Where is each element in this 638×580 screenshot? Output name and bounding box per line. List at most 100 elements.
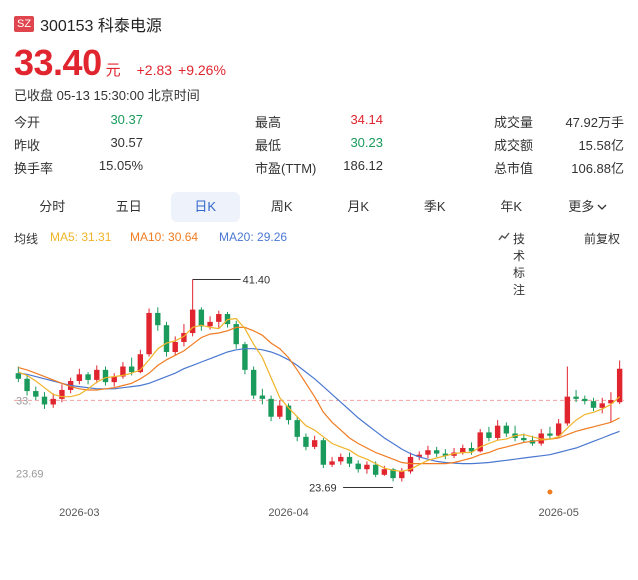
candle-body: [477, 432, 483, 452]
stat-label: 换手率: [14, 161, 54, 176]
candle-body: [198, 309, 205, 327]
candle-body: [355, 463, 361, 470]
candle-body: [207, 321, 213, 327]
candle-body: [41, 396, 48, 405]
stat-label: 总市值: [494, 161, 534, 176]
candle-body: [608, 400, 614, 404]
stat-value: 30.23: [350, 135, 383, 150]
candle-body: [120, 366, 126, 377]
stat-label: 市盈(TTM): [255, 161, 317, 176]
candle-body: [460, 448, 466, 453]
candle-body: [303, 436, 309, 447]
tech-annotation-icon: [498, 232, 510, 241]
candle-body: [468, 448, 475, 452]
event-marker: [547, 489, 553, 495]
tab-label: 季K: [423, 199, 446, 214]
tab-1[interactable]: 五日: [95, 192, 164, 222]
stock-code-name[interactable]: 300153 科泰电源: [40, 18, 162, 35]
candle-body: [94, 369, 100, 380]
market-status: 已收盘 05-13 15:30:00 北京时间: [14, 88, 200, 103]
candle-body: [163, 325, 170, 352]
ma-legend: 均线 MA5: 31.31 MA10: 30.64 MA20: 29.26 技术…: [14, 230, 626, 297]
candle-body: [372, 464, 379, 475]
candle-body: [33, 391, 39, 397]
ma5-line: [18, 317, 621, 473]
candle-body: [573, 396, 579, 399]
stat-label: 昨收: [14, 138, 41, 153]
tab-5[interactable]: 季K: [401, 192, 470, 222]
tab-label: 更多: [568, 199, 595, 214]
stats-row: 昨收 30.57 最低 30.23 成交额 15.58亿: [14, 135, 624, 158]
candle-body: [24, 378, 30, 392]
price-unit: 元: [105, 62, 121, 79]
candle-body: [146, 312, 152, 355]
tech-annotation-label: 技术标注: [513, 232, 526, 297]
candle-body: [390, 469, 396, 479]
stat-value: 186.12: [343, 158, 383, 173]
candle-body: [416, 454, 422, 457]
candle-body: [50, 398, 56, 405]
period-tabs: 分时 五日 日K 周K 月K 季K 年K 更多: [14, 192, 626, 222]
max-price-label: 41.40: [243, 274, 271, 286]
candle-body: [425, 450, 431, 455]
stat-value: 30.37: [110, 112, 143, 127]
candle-body: [259, 395, 266, 399]
candle-body: [503, 425, 510, 434]
tab-label: 日K: [194, 199, 217, 214]
candle-body: [111, 376, 117, 383]
stat-value: 106.88亿: [571, 161, 624, 176]
tab-3[interactable]: 周K: [248, 192, 317, 222]
tab-label: 月K: [347, 199, 370, 214]
stat-value: 34.14: [350, 112, 383, 127]
stat-label: 成交量: [494, 115, 534, 130]
candle-body: [172, 341, 178, 352]
candle-body: [311, 440, 318, 447]
candle-body: [189, 309, 196, 334]
tab-4[interactable]: 月K: [324, 192, 393, 222]
ma10-value: MA10: 30.64: [130, 230, 199, 244]
y-axis-label: 33.: [16, 395, 31, 407]
stats-row: 今开 30.37 最高 34.14 成交量 47.92万手: [14, 112, 624, 135]
candle-body: [494, 425, 501, 438]
candle-body: [582, 398, 588, 402]
candle-body: [346, 456, 353, 464]
tab-7[interactable]: 更多: [554, 192, 623, 222]
price-change-percent: +9.26%: [178, 62, 226, 78]
ma10-line: [18, 326, 620, 465]
candle-body: [76, 374, 83, 382]
price-change: +2.83: [136, 62, 173, 78]
candle-body: [285, 405, 292, 421]
candle-body: [181, 333, 187, 342]
ma5-value: MA5: 31.31: [50, 230, 112, 244]
ma-label[interactable]: 均线: [14, 232, 39, 246]
candle-body: [564, 396, 571, 424]
candle-body: [442, 453, 449, 456]
tech-annotation-toggle[interactable]: 技术标注: [498, 230, 525, 297]
stats-grid: 今开 30.37 最高 34.14 成交量 47.92万手 昨收 30.57 最低 30.23 成交…: [14, 112, 624, 181]
adjust-mode-button[interactable]: 前复权: [584, 232, 621, 246]
candle-body: [250, 369, 257, 396]
x-axis-label: 2026-04: [268, 507, 308, 519]
ma20-line: [18, 348, 620, 465]
kline-chart[interactable]: 33. 23.69 41.40 23.69 2026-03 2026-04 2026-05: [0, 248, 638, 528]
candle-body: [85, 374, 91, 380]
stat-value: 30.57: [110, 135, 143, 150]
candle-body: [294, 420, 300, 437]
candle-body: [486, 432, 492, 438]
tab-label: 周K: [270, 199, 293, 214]
price-row: 33.40 元 +2.83 +9.26%: [14, 42, 226, 84]
tab-label: 年K: [500, 199, 523, 214]
tab-6[interactable]: 年K: [477, 192, 546, 222]
candle-body: [277, 405, 283, 417]
stat-value: 47.92万手: [565, 115, 624, 130]
candle-body: [233, 324, 239, 345]
candle-body: [137, 354, 144, 373]
tab-0[interactable]: 分时: [18, 192, 87, 222]
chevron-down-icon: [597, 204, 607, 210]
stat-label: 今开: [14, 115, 41, 130]
candle-body: [433, 450, 440, 454]
candle-body: [59, 389, 65, 399]
tab-2[interactable]: 日K: [171, 192, 240, 222]
y-axis-label: 23.69: [16, 469, 44, 481]
